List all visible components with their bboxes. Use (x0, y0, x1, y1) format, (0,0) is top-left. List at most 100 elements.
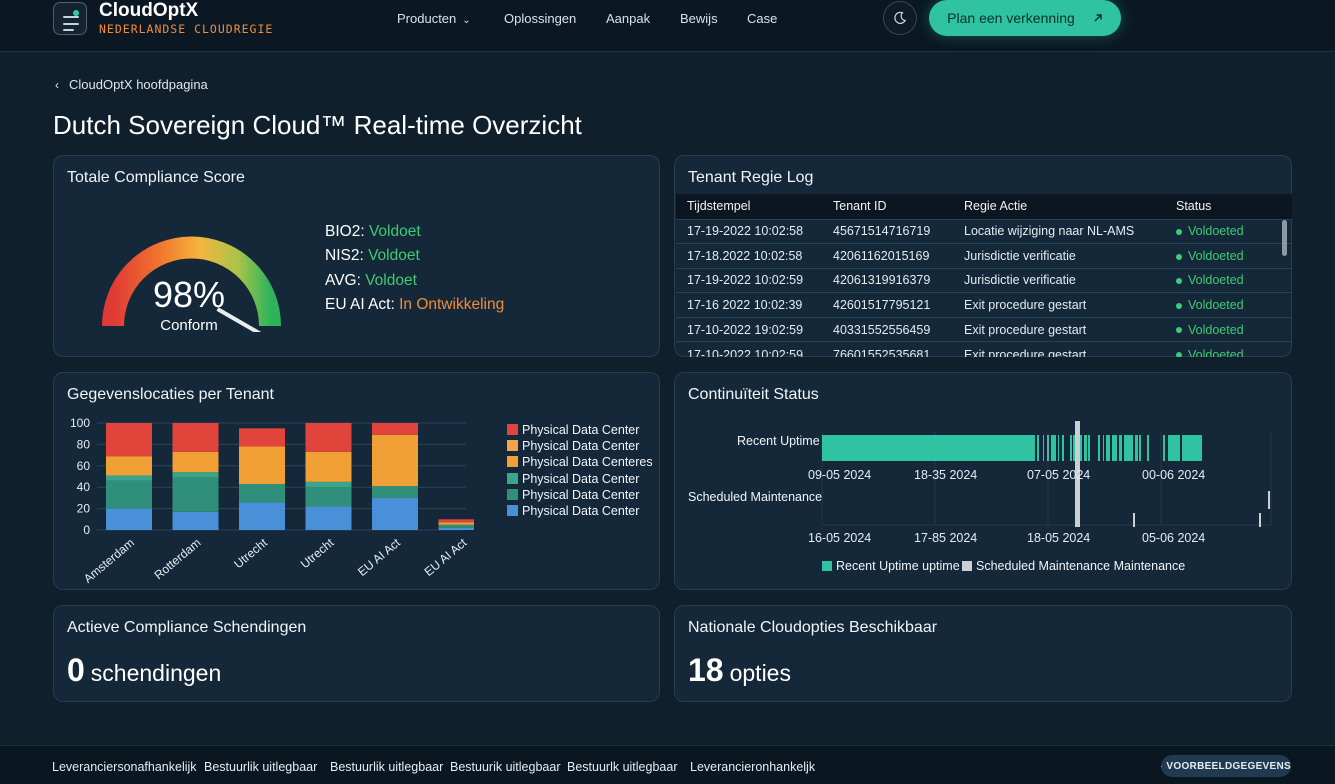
bar-segment[interactable] (172, 423, 219, 452)
uptime-segment[interactable] (1103, 435, 1104, 461)
uptime-segment[interactable] (1032, 435, 1035, 461)
bar-segment[interactable] (172, 477, 219, 512)
maintenance-marker[interactable] (1075, 421, 1080, 527)
uptime-segment[interactable] (1098, 435, 1100, 461)
bar-segment[interactable] (106, 475, 152, 481)
data-locations-card: Gegevenslocaties per Tenant 0 20 40 60 80 100… (53, 372, 660, 590)
uptime-segment[interactable] (1084, 435, 1087, 461)
uptime-segment[interactable] (1139, 435, 1141, 461)
bar-segment[interactable] (438, 527, 475, 530)
uptime-segment[interactable] (1106, 435, 1110, 461)
status-dot (1176, 229, 1182, 235)
bar-segment[interactable] (106, 456, 152, 476)
nav-case[interactable]: Case (747, 11, 778, 26)
bar-segment[interactable] (106, 423, 152, 457)
bar-segment[interactable] (305, 423, 352, 452)
card-title: Actieve Compliance Schendingen (67, 619, 307, 636)
nav-aanpak[interactable]: Aanpak (606, 11, 651, 26)
uptime-segment[interactable] (1073, 435, 1076, 461)
column-header[interactable]: Tenant ID (822, 194, 953, 219)
column-header[interactable]: Status (1165, 194, 1292, 219)
table-row[interactable]: 17-10-2022 19:02:59 40331552556459 Exit pr… (676, 316, 1292, 342)
uptime-segment[interactable] (1135, 435, 1138, 461)
bar-segment[interactable] (172, 511, 219, 530)
footer-link[interactable]: Bestuurlik uitlegbaar (330, 760, 444, 774)
column-header[interactable]: Regie Actie (953, 194, 1165, 219)
uptime-segment[interactable] (1037, 435, 1039, 461)
table-row[interactable]: 17-19-2022 10:02:58 45671514716719 Locatie… (676, 218, 1292, 244)
footer-link[interactable]: Leverancieronhankeljk (690, 760, 816, 774)
uptime-bar[interactable] (822, 435, 1032, 461)
maintenance-marker[interactable] (1268, 491, 1270, 509)
bar-segment[interactable] (438, 524, 475, 526)
bar-segment[interactable] (106, 480, 152, 509)
server-logo-icon[interactable] (53, 2, 87, 35)
uptime-segment[interactable] (1163, 435, 1165, 461)
bar-segment[interactable] (372, 423, 418, 435)
bar-segment[interactable] (305, 481, 352, 488)
bar-segment[interactable] (438, 525, 475, 528)
bar-segment[interactable] (305, 451, 352, 482)
table-cell: Jurisdictie verificatie (953, 267, 1165, 293)
brand-name[interactable]: CloudOptX (99, 0, 199, 21)
legend-label: Physical Data Center (522, 423, 640, 437)
plan-verkenning-button[interactable]: Plan een verkenning (929, 0, 1121, 36)
uptime-segment[interactable] (1182, 435, 1202, 461)
reg-status: Voldoet (368, 247, 420, 264)
uptime-segment[interactable] (1051, 435, 1056, 461)
reg-name: AVG: (325, 272, 361, 289)
uptime-segment[interactable] (1168, 435, 1180, 461)
nav-bewijs[interactable]: Bewijs (680, 11, 718, 26)
date-tick: 00-06 2024 (1142, 468, 1206, 482)
nav-producten[interactable]: Producten ⌄ (397, 11, 471, 26)
bar-segment[interactable] (239, 446, 285, 484)
bar-segment[interactable] (372, 486, 418, 498)
uptime-segment[interactable] (1047, 435, 1049, 461)
table-row[interactable]: 17-10-2022 10:02:59 76601552535681 Exit pr… (676, 341, 1292, 357)
table-viewport[interactable]: Tenant Regie Log Tijdstempel Tenant ID R… (675, 156, 1293, 357)
uptime-segment[interactable] (1088, 435, 1090, 461)
legend-swatch (507, 440, 518, 452)
footer-link[interactable]: Bestuurik uitlegbaar (450, 760, 561, 774)
nav-oplossingen[interactable]: Oplossingen (504, 11, 577, 26)
table-scrollbar[interactable] (1282, 220, 1287, 256)
uptime-segment[interactable] (1112, 435, 1117, 461)
breadcrumb[interactable]: ‹ CloudOptX hoofdpagina (55, 77, 208, 92)
bar-segment[interactable] (438, 519, 475, 523)
regulation-eu-ai-act: EU AI Act: In Ontwikkeling (325, 296, 504, 314)
theme-toggle-button[interactable] (883, 1, 917, 35)
maintenance-marker[interactable] (1259, 513, 1261, 527)
footer-link[interactable]: Bestuurlk uitlegbaar (567, 760, 678, 774)
x-tick-label: Amsterdam (81, 536, 137, 586)
bar-segment[interactable] (239, 502, 285, 530)
bar-segment[interactable] (372, 434, 418, 487)
uptime-segment[interactable] (1124, 435, 1133, 461)
uptime-segment[interactable] (1119, 435, 1122, 461)
bar-segment[interactable] (172, 451, 219, 473)
table-row[interactable]: 17-18.2022 10:02:58 42061162015169 Jurisdi… (676, 243, 1292, 269)
bar-segment[interactable] (239, 428, 285, 447)
bar-segment[interactable] (106, 508, 152, 530)
bar-segment[interactable] (372, 497, 418, 530)
uptime-segment[interactable] (1062, 435, 1064, 461)
bar-segment[interactable] (305, 487, 352, 507)
status-text: Voldoeted (1188, 224, 1244, 239)
status-cell: Voldoeted (1165, 292, 1292, 318)
uptime-segment[interactable] (1070, 435, 1072, 461)
column-header[interactable]: Tijdstempel (676, 194, 822, 219)
bar-segment[interactable] (438, 522, 475, 525)
bar-segment[interactable] (305, 506, 352, 530)
bar-segment[interactable] (172, 472, 219, 478)
bar-segment[interactable] (239, 483, 285, 503)
date-tick: 05-06 2024 (1142, 531, 1206, 545)
regulation-avg: AVG: Voldoet (325, 272, 417, 290)
table-row[interactable]: 17-16 2022 10:02:39 42601517795121 Exit pr… (676, 292, 1292, 318)
footer-link[interactable]: Leveranciersonafhankelijk (52, 760, 197, 774)
footer-link[interactable]: Bestuurlik uitlegbaar (204, 760, 318, 774)
uptime-segment[interactable] (1043, 435, 1044, 461)
uptime-segment[interactable] (1147, 435, 1149, 461)
legend-item: Physical Data Center (507, 472, 639, 486)
table-row[interactable]: 17-19-2022 10:02:59 42061319916379 Jurisdi… (676, 267, 1292, 293)
uptime-segment[interactable] (1058, 435, 1059, 461)
maintenance-marker[interactable] (1133, 513, 1135, 527)
